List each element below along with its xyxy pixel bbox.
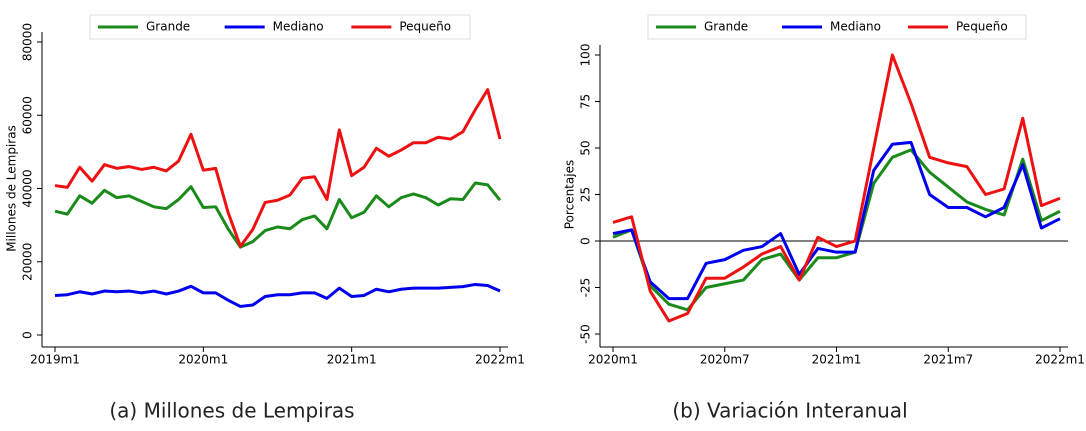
series-line [612,140,1061,301]
y-tick-label: 25 [579,187,593,202]
y-tick-label: 20000 [21,243,35,281]
y-tick-label: 75 [579,94,593,109]
legend-label: Pequeño [956,20,1008,34]
x-tick-label: 2020m7 [700,353,750,367]
x-tick-label: 2020m1 [588,353,638,367]
y-tick-label: -50 [579,324,593,344]
series-line [54,181,502,249]
y-tick-label: 50 [579,140,593,155]
y-axis-label: Millones de Lempiras [5,125,19,252]
y-tick-label: -25 [579,278,593,298]
caption: (a) Millones de Lempiras [109,399,354,423]
legend-label: Pequeño [399,20,451,34]
x-tick-label: 2021m1 [812,353,862,367]
x-tick-label: 2019m1 [30,353,80,367]
series-line [612,148,1061,312]
x-tick-label: 2022m1 [1035,353,1085,367]
legend-label: Mediano [273,20,324,34]
y-tick-label: 0 [21,331,35,339]
legend-box [89,14,471,40]
legend-label: Mediano [830,20,881,34]
series-line [612,53,1061,323]
x-tick-label: 2021m1 [327,353,377,367]
y-axis-label: Porcentajes [563,160,577,229]
y-tick-label: 60000 [21,96,35,134]
y-tick-label: 80000 [21,23,35,61]
x-tick-label: 2021m7 [923,353,973,367]
y-tick-label: 100 [579,44,593,67]
x-tick-label: 2020m1 [178,353,228,367]
series-line [54,88,502,248]
legend-label: Grande [146,20,190,34]
y-tick-label: 0 [579,237,593,245]
legend-label: Grande [704,20,748,34]
legend-box [647,14,1027,40]
y-tick-label: 40000 [21,169,35,207]
x-tick-label: 2022m1 [475,353,525,367]
series-line [54,282,501,308]
caption: (b) Variación Interanual [672,399,907,423]
